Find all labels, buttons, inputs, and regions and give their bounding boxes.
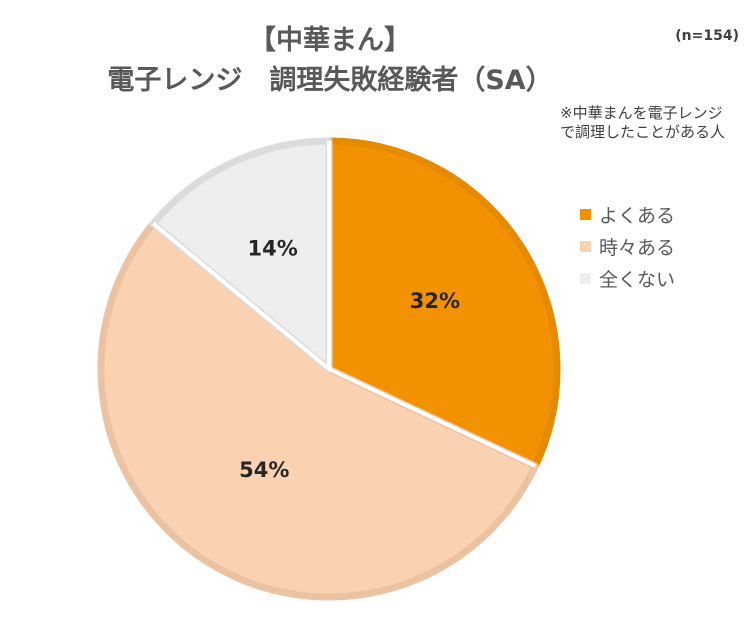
legend-label: 時々ある bbox=[599, 236, 676, 259]
legend-swatch bbox=[580, 272, 591, 284]
legend-swatch bbox=[580, 240, 591, 252]
legend-swatch bbox=[580, 208, 591, 220]
legend-label: 全くない bbox=[599, 268, 676, 291]
legend-item-1: よくある bbox=[580, 198, 675, 230]
legend: よくある時々ある全くない bbox=[580, 198, 675, 294]
chart-title-line1: 【中華まん】 bbox=[249, 25, 411, 56]
legend-label: よくある bbox=[599, 204, 676, 227]
chart-note: ※中華まんを電子レンジで調理したことがある人 bbox=[560, 104, 726, 141]
pie-slice-2 bbox=[97, 220, 539, 601]
legend-item-3: 全くない bbox=[580, 262, 675, 294]
sample-size-label: (n=154) bbox=[675, 28, 739, 44]
chart-title-line2: 電子レンジ 調理失敗経験者（SA） bbox=[107, 65, 553, 96]
pie-slice-3 bbox=[149, 137, 333, 373]
data-label-3: 14% bbox=[248, 236, 298, 260]
data-label-2: 54% bbox=[239, 458, 289, 482]
slice-separator bbox=[152, 222, 331, 371]
data-label-1: 32% bbox=[410, 289, 460, 313]
legend-item-2: 時々ある bbox=[580, 230, 675, 262]
pie-slice-1 bbox=[325, 137, 561, 470]
slice-separator bbox=[328, 367, 537, 468]
